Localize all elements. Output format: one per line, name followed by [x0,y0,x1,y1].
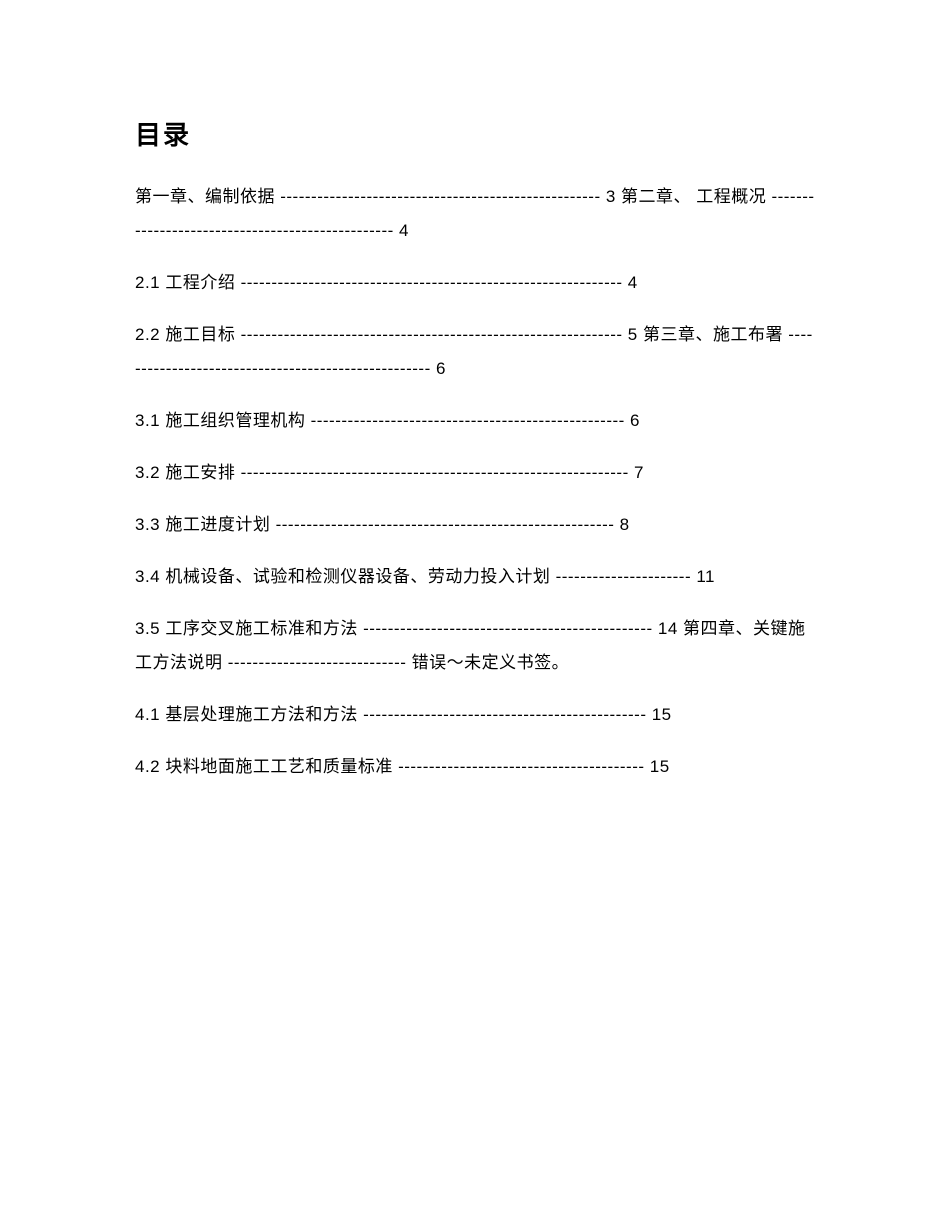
toc-entry: 3.3 施工进度计划 -----------------------------… [135,508,815,542]
toc-entry: 2.1 工程介绍 -------------------------------… [135,266,815,300]
toc-entry: 3.5 工序交叉施工标准和方法 ------------------------… [135,612,815,680]
toc-title: 目录 [135,115,815,152]
toc-entry: 4.2 块料地面施工工艺和质量标准 ----------------------… [135,750,815,784]
toc-entry: 第一章、编制依据 -------------------------------… [135,180,815,248]
toc-entry: 3.1 施工组织管理机构 ---------------------------… [135,404,815,438]
toc-entry: 2.2 施工目标 -------------------------------… [135,318,815,386]
toc-entry: 4.1 基层处理施工方法和方法 ------------------------… [135,698,815,732]
toc-entry: 3.4 机械设备、试验和检测仪器设备、劳动力投入计划 -------------… [135,560,815,594]
toc-entry: 3.2 施工安排 -------------------------------… [135,456,815,490]
